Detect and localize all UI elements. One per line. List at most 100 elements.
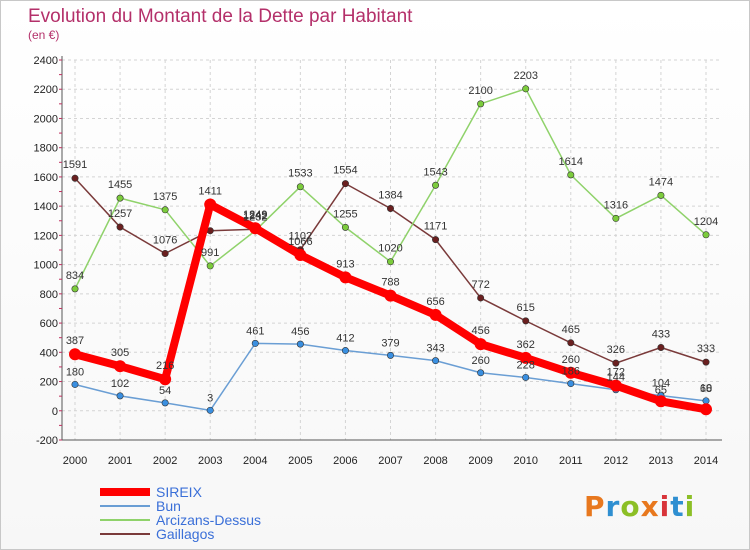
- data-label: 172: [607, 367, 625, 379]
- y-tick-label: 800: [40, 289, 58, 301]
- logo-letter: x: [640, 490, 660, 523]
- data-point: [206, 262, 214, 270]
- data-label: 1543: [423, 166, 447, 178]
- data-point: [386, 258, 394, 266]
- data-label: 1204: [694, 216, 718, 228]
- data-label: 1533: [288, 168, 312, 180]
- y-tick-label: 1200: [34, 230, 58, 242]
- data-label: 461: [246, 325, 264, 337]
- data-point: [341, 180, 349, 188]
- x-tick-label: 2014: [694, 455, 718, 467]
- data-point: [522, 373, 530, 381]
- data-label: 1171: [424, 221, 448, 233]
- data-label: 834: [66, 270, 84, 282]
- chart-subtitle: (en €): [28, 28, 60, 42]
- data-point: [71, 174, 79, 182]
- data-point: [567, 380, 575, 388]
- data-point: [69, 348, 81, 361]
- data-label: 387: [66, 335, 84, 347]
- data-label: 456: [291, 326, 309, 338]
- data-label: 65: [655, 384, 667, 396]
- legend-label-bun: Bun: [156, 498, 181, 514]
- x-tick-label: 2002: [153, 455, 177, 467]
- legend-label-gaillagos: Gaillagos: [156, 526, 214, 542]
- data-label: 1242: [243, 210, 267, 222]
- x-tick-label: 2004: [243, 455, 267, 467]
- data-point: [432, 236, 440, 244]
- data-label: 1554: [333, 165, 357, 177]
- data-label: 144: [607, 372, 625, 384]
- data-label: 180: [66, 366, 84, 378]
- data-label: 260: [562, 354, 580, 366]
- data-label: 1255: [333, 208, 357, 220]
- data-label: 1411: [198, 186, 222, 198]
- data-label: 1257: [108, 208, 132, 220]
- data-point: [702, 358, 710, 366]
- data-label: 1474: [649, 176, 673, 188]
- logo-letter: o: [620, 490, 641, 523]
- data-label: 1076: [153, 235, 177, 247]
- data-point: [429, 308, 442, 321]
- data-point: [702, 397, 710, 405]
- x-tick-label: 2001: [108, 455, 132, 467]
- data-point: [657, 343, 665, 351]
- data-label: 326: [607, 344, 625, 356]
- logo-letter: i: [684, 490, 696, 523]
- data-point: [564, 366, 577, 379]
- data-point: [341, 223, 349, 231]
- data-label: 104: [652, 378, 670, 390]
- data-label: 1375: [153, 191, 177, 203]
- data-label: 1316: [604, 199, 628, 211]
- data-point: [294, 248, 307, 261]
- logo-letter: t: [670, 490, 685, 523]
- data-label: 54: [159, 385, 171, 397]
- y-tick-label: 600: [40, 318, 58, 330]
- data-label: 305: [111, 347, 129, 359]
- data-point: [204, 198, 217, 211]
- y-tick-label: 2000: [34, 113, 58, 125]
- data-label: 991: [201, 247, 219, 259]
- data-point: [432, 357, 440, 365]
- data-point: [339, 271, 352, 284]
- y-tick-label: 2400: [34, 55, 58, 67]
- y-tick-label: 200: [40, 377, 58, 389]
- data-point: [116, 194, 124, 202]
- x-tick-label: 2012: [604, 455, 628, 467]
- data-label: 10: [700, 382, 712, 394]
- data-point: [522, 317, 530, 325]
- data-label: 1384: [378, 189, 402, 201]
- data-point: [71, 380, 79, 388]
- data-point: [384, 289, 397, 302]
- data-point: [477, 294, 485, 302]
- data-point: [657, 191, 665, 199]
- data-label: 362: [517, 339, 535, 351]
- data-label: 1066: [288, 236, 312, 248]
- data-point: [386, 351, 394, 359]
- data-point: [341, 347, 349, 355]
- data-label: 1020: [378, 243, 402, 255]
- y-tick-label: -200: [36, 435, 58, 447]
- data-label: 1232: [243, 212, 267, 224]
- data-point: [654, 395, 667, 408]
- x-tick-label: 2007: [378, 455, 402, 467]
- x-tick-label: 2009: [468, 455, 492, 467]
- data-label: 772: [471, 279, 489, 291]
- data-point: [567, 339, 575, 347]
- data-label: 456: [471, 325, 489, 337]
- data-label: 68: [700, 383, 712, 395]
- data-label: 343: [426, 343, 444, 355]
- x-tick-label: 2010: [513, 455, 537, 467]
- data-point: [161, 250, 169, 258]
- y-tick-label: 1600: [34, 172, 58, 184]
- data-point: [296, 340, 304, 348]
- data-label: 379: [381, 337, 399, 349]
- data-point: [700, 403, 712, 416]
- legend-label-arcizans-dessus: Arcizans-Dessus: [156, 512, 261, 528]
- data-label: 228: [517, 359, 535, 371]
- x-tick-label: 2006: [333, 455, 357, 467]
- data-point: [206, 406, 214, 414]
- data-label: 465: [562, 324, 580, 336]
- legend-label-sireix: SIREIX: [156, 484, 203, 500]
